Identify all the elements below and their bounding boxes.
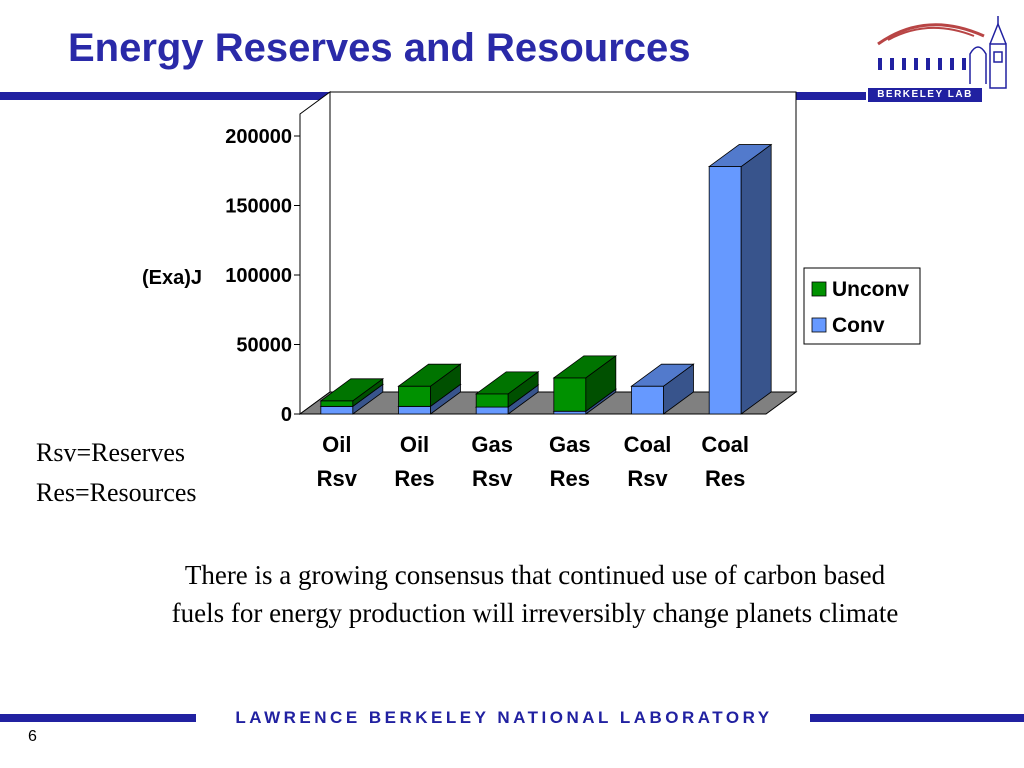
logo-text: BERKELEY LAB: [877, 89, 973, 100]
bar-unconv-top: [397, 363, 462, 387]
legend-swatch-conv: [811, 317, 827, 333]
x-tick-label: Coal: [624, 432, 672, 457]
energy-chart: 0 50000 100000 150000 200000 (Exa)J Oil Rsv Oil R…: [142, 91, 921, 491]
bar-unconv: [553, 377, 587, 412]
legend-box: [803, 267, 921, 345]
bar-unconv-top: [319, 378, 385, 402]
bar-conv-top: [630, 363, 695, 387]
bar-unconv: [475, 393, 509, 408]
chart-side-wall: [299, 91, 331, 415]
bar-unconv: [320, 400, 354, 407]
y-tick-label: 150000: [225, 196, 292, 218]
x-tick-label: Res: [550, 466, 590, 491]
footer-rule-right: [810, 714, 1024, 722]
x-tick-label: Gas: [549, 432, 591, 457]
bar-conv: [631, 385, 664, 415]
page-number: 6: [28, 728, 37, 745]
y-axis-label: (Exa)J: [142, 267, 202, 289]
note-reserves: Rsv=Reserves: [36, 438, 185, 467]
y-tick-label: 0: [281, 404, 292, 426]
legend-swatch-unconv: [811, 281, 827, 297]
footer-rule-left: [0, 714, 196, 722]
bar-unconv-top: [474, 371, 540, 395]
bar-unconv-top: [552, 355, 618, 379]
x-tick-label: Oil: [400, 432, 429, 457]
legend-label-unconv: Unconv: [832, 278, 909, 301]
bar-conv-side: [740, 143, 772, 415]
bar-conv: [553, 410, 587, 415]
berkeley-lab-logo: [877, 16, 1007, 89]
x-tick-label: Rsv: [627, 466, 668, 491]
x-tick-label: Gas: [471, 432, 513, 457]
y-tick-label: 50000: [236, 335, 292, 357]
legend-label-conv: Conv: [832, 314, 885, 337]
slide-title: Energy Reserves and Resources: [68, 26, 691, 70]
y-tick-label: 100000: [225, 265, 292, 287]
x-tick-label: Res: [705, 466, 745, 491]
logo-band: [868, 88, 982, 102]
note-resources: Res=Resources: [36, 478, 197, 507]
x-tick-label: Res: [394, 466, 434, 491]
bar-conv: [320, 405, 354, 415]
bar-conv-top: [707, 144, 773, 167]
x-tick-label: Rsv: [472, 466, 513, 491]
footer-text: LAWRENCE BERKELEY NATIONAL LABORATORY: [235, 708, 773, 727]
consensus-paragraph: There is a growing consensus that contin…: [171, 560, 899, 628]
bar-conv: [708, 166, 742, 415]
x-tick-label: Rsv: [317, 466, 358, 491]
bar-unconv: [398, 385, 431, 407]
y-tick-label: 200000: [225, 126, 292, 148]
bar-conv: [475, 406, 509, 415]
x-tick-label: Coal: [701, 432, 749, 457]
x-tick-label: Oil: [322, 432, 351, 457]
bar-conv: [398, 405, 431, 415]
